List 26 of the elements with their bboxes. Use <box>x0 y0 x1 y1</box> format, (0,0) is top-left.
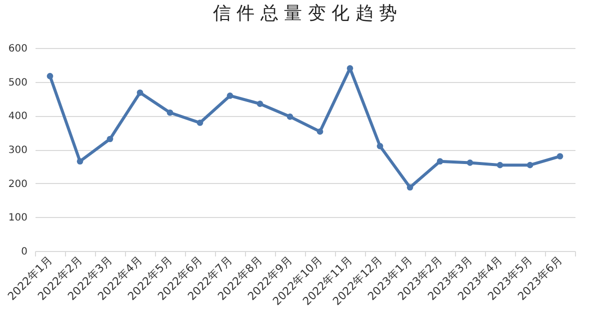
y-tick-label: 400 <box>8 111 28 122</box>
point <box>436 158 444 164</box>
point <box>526 162 534 168</box>
y-tick-label: 100 <box>8 212 28 224</box>
point <box>196 120 204 126</box>
point <box>376 142 384 150</box>
y-tick-label: 300 <box>8 145 28 156</box>
point <box>226 92 234 99</box>
point <box>556 153 564 160</box>
point <box>106 136 114 142</box>
point <box>166 109 174 116</box>
point <box>496 162 504 168</box>
chart-title: 信 件 总 量 变 化 趋 势 <box>212 3 398 24</box>
y-tick-label: 500 <box>8 77 28 88</box>
point <box>466 160 474 166</box>
point <box>406 184 414 191</box>
point <box>46 72 54 80</box>
y-tick-label: 200 <box>8 178 28 190</box>
y-tick-label: 0 <box>21 246 28 258</box>
point <box>76 158 84 164</box>
point <box>316 128 324 135</box>
point <box>256 100 264 107</box>
point <box>136 90 144 96</box>
y-tick-label: 600 <box>8 44 28 54</box>
point <box>346 65 354 72</box>
point <box>286 114 294 120</box>
